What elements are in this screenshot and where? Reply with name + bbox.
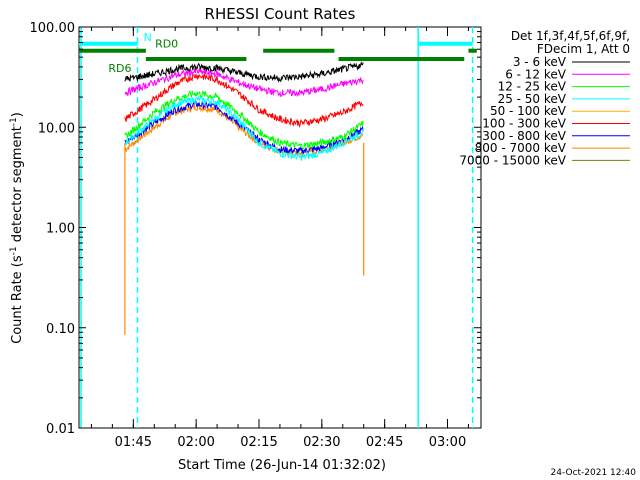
y-tick-label: 1.00 xyxy=(46,222,75,237)
legend-entry-label: 25 - 50 keV xyxy=(498,92,567,106)
series-line xyxy=(124,89,364,151)
x-tick-label: 03:00 xyxy=(429,435,466,450)
legend-entry-label: 3 - 6 keV xyxy=(513,55,567,69)
y-tick-label: 0.01 xyxy=(46,422,75,437)
x-tick-label: 02:30 xyxy=(303,435,340,450)
y-axis-label-main: Count Rate (s xyxy=(10,255,25,344)
y-axis-label-sup2: -1 xyxy=(9,117,19,126)
x-tick-label: 02:15 xyxy=(240,435,277,450)
x-tick-label: 01:45 xyxy=(115,435,152,450)
y-axis-label-end: ) xyxy=(10,112,25,117)
footer-date: 24-Oct-2021 12:40 xyxy=(551,468,637,478)
x-tick-label: 02:45 xyxy=(366,435,403,450)
y-axis-label-mid: detector segment xyxy=(10,126,25,246)
flag-bar-label: RD6 xyxy=(108,62,131,75)
legend-entry-label: 100 - 300 keV xyxy=(482,117,566,131)
series-line xyxy=(124,95,364,161)
legend: Det 1f,3f,4f,5f,6f,9f, FDecim 1, Att 0 3… xyxy=(459,29,630,167)
y-tick-label: 10.00 xyxy=(38,121,75,136)
series-line xyxy=(124,61,364,83)
series-line xyxy=(124,67,364,98)
y-tick-label: 100.00 xyxy=(30,21,76,36)
legend-entry-label: 300 - 800 keV xyxy=(482,129,566,143)
flag-bar-label: RD0 xyxy=(155,38,178,51)
chart-title: RHESSI Count Rates xyxy=(205,5,356,23)
y-axis-label: Count Rate (s-1 detector segment-1) xyxy=(9,112,25,344)
flag-bar-label: N xyxy=(144,31,152,44)
legend-entry-label: 6 - 12 keV xyxy=(505,67,567,81)
legend-header-1: Det 1f,3f,4f,5f,6f,9f, xyxy=(511,29,630,43)
legend-entry-label: 800 - 7000 keV xyxy=(475,141,567,155)
legend-entry-label: 7000 - 15000 keV xyxy=(459,153,566,167)
y-axis-label-sup1: -1 xyxy=(9,246,19,255)
x-axis-label: Start Time (26-Jun-14 01:32:02) xyxy=(178,458,386,473)
y-tick-label: 0.10 xyxy=(46,322,75,337)
x-tick-label: 02:00 xyxy=(177,435,214,450)
legend-header-2: FDecim 1, Att 0 xyxy=(537,42,630,56)
series-line xyxy=(124,73,364,129)
legend-entry-label: 12 - 25 keV xyxy=(498,80,567,94)
legend-entry-label: 50 - 100 keV xyxy=(490,104,567,118)
